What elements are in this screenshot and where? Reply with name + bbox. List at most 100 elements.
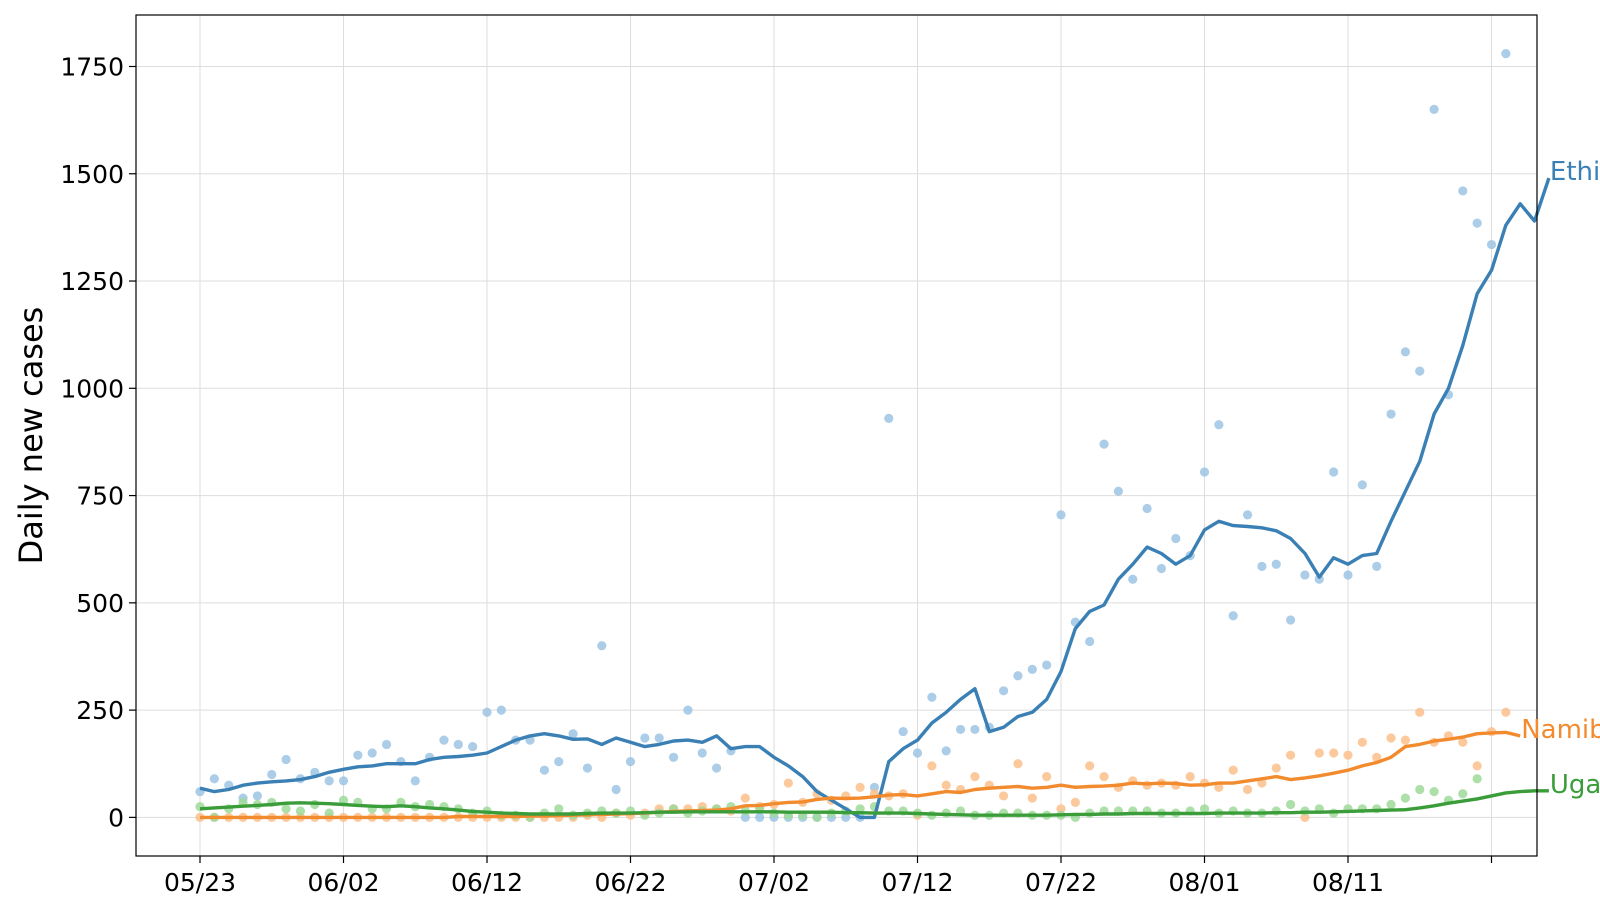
- ethiopia-daily-point: [410, 776, 420, 786]
- ethiopia-daily-point: [1372, 561, 1382, 571]
- ethiopia-daily-point: [869, 782, 880, 792]
- ethiopia-daily-point: [1357, 480, 1367, 490]
- uganda-daily-point: [338, 795, 349, 805]
- ethiopia-daily-point: [898, 726, 908, 737]
- uganda-daily-point: [1458, 789, 1468, 799]
- ethiopia-daily-point: [209, 774, 219, 784]
- namibia-daily-point: [970, 772, 980, 782]
- uganda-daily-point: [1199, 804, 1210, 814]
- x-tick-label: 06/22: [594, 868, 666, 897]
- ethiopia-daily-point: [367, 748, 377, 758]
- uganda-daily-point: [1472, 774, 1482, 784]
- y-tick-label: 1250: [60, 267, 124, 296]
- x-tick-label: 05/23: [164, 868, 236, 897]
- ethiopia-daily-point: [941, 746, 951, 756]
- ethiopia-daily-point: [927, 692, 937, 702]
- namibia-daily-point: [1242, 784, 1253, 795]
- namibia-label: Namibia: [1521, 715, 1600, 745]
- ethiopia-daily-point: [1156, 563, 1167, 574]
- ethiopia-daily-point: [1027, 664, 1037, 674]
- namibia-daily-point: [1070, 797, 1080, 807]
- uganda-daily-point: [295, 806, 306, 816]
- y-tick-label: 1000: [60, 374, 124, 403]
- x-axis: 05/23 06/02 06/12 06/22 07/02 07/12 07/22 08/01…: [164, 856, 1493, 897]
- ethiopia-daily-point: [1400, 347, 1410, 357]
- ethiopia-daily-point: [1472, 218, 1482, 228]
- ethiopia-daily-point: [267, 769, 277, 780]
- ethiopia-daily-point: [1242, 510, 1253, 520]
- ethiopia-daily-point: [1343, 570, 1353, 580]
- ethiopia-daily-point: [1286, 615, 1296, 625]
- uganda-daily-point: [281, 804, 291, 814]
- ethiopia-daily-point: [482, 707, 492, 717]
- average-lines: [199, 177, 1551, 820]
- uganda-daily-point: [1400, 793, 1410, 803]
- namibia-average-line: [200, 730, 1521, 820]
- ethiopia-daily-point: [453, 739, 463, 750]
- namibia-daily-point: [1372, 752, 1382, 762]
- namibia-daily-point: [999, 791, 1009, 801]
- ethiopia-daily-point: [582, 763, 593, 773]
- namibia-daily-point: [1185, 772, 1195, 782]
- ethiopia-daily-point: [712, 763, 722, 773]
- namibia-daily-point: [1085, 761, 1095, 771]
- ethiopia-daily-point: [841, 812, 851, 822]
- ethiopia-daily-point: [1113, 486, 1123, 496]
- ethiopia-average-line: [199, 177, 1551, 820]
- namibia-daily-point: [1099, 772, 1109, 782]
- ethiopia-daily-point: [755, 812, 765, 822]
- uganda-daily-point: [1286, 799, 1296, 810]
- ethiopia-daily-point: [640, 733, 650, 743]
- ethiopia-daily-point: [1042, 660, 1052, 670]
- ethiopia-daily-point: [568, 729, 578, 739]
- ethiopia-daily-point: [1171, 533, 1181, 544]
- namibia-daily-point: [1228, 765, 1238, 775]
- ethiopia-daily-point: [1085, 636, 1095, 647]
- y-tick-label: 0: [108, 803, 124, 832]
- uganda-daily-point: [324, 808, 334, 818]
- ethiopia-daily-point: [324, 776, 334, 786]
- uganda-daily-point: [1429, 787, 1439, 797]
- ethiopia-daily-point: [697, 748, 707, 758]
- y-tick-label: 250: [76, 696, 124, 725]
- namibia-daily-point: [1314, 748, 1324, 758]
- x-tick-label: 08/01: [1168, 868, 1240, 897]
- y-axis: 0 250 500 750 1000 1250 1500 1750: [60, 52, 136, 832]
- namibia-daily-point: [1501, 707, 1511, 717]
- ethiopia-daily-point: [1501, 49, 1511, 59]
- y-tick-label: 500: [76, 589, 124, 618]
- ethiopia-daily-point: [1314, 574, 1324, 584]
- y-tick-label: 1500: [60, 160, 124, 189]
- ethiopia-daily-point: [1415, 366, 1425, 376]
- ethiopia-daily-point: [1228, 611, 1238, 621]
- y-axis-title: Daily new cases: [12, 307, 50, 565]
- uganda-label: Uganda: [1550, 770, 1600, 800]
- namibia-daily-point: [1472, 761, 1482, 771]
- ethiopia-daily-point: [955, 724, 966, 735]
- ethiopia-daily-point: [1458, 186, 1468, 196]
- scatter-points: [195, 49, 1511, 822]
- ethiopia-daily-point: [912, 748, 923, 758]
- ethiopia-daily-point: [353, 750, 363, 760]
- ethiopia-daily-point: [496, 705, 506, 715]
- uganda-daily-point: [1415, 784, 1425, 795]
- namibia-daily-point: [1343, 750, 1353, 760]
- namibia-daily-point: [1300, 812, 1310, 822]
- namibia-daily-point: [941, 780, 951, 790]
- namibia-daily-point: [1027, 793, 1037, 803]
- namibia-daily-point: [783, 778, 793, 788]
- ethiopia-daily-point: [1386, 409, 1396, 419]
- ethiopia-daily-point: [1142, 503, 1152, 514]
- ethiopia-daily-point: [338, 776, 349, 786]
- ethiopia-label: Ethiopia: [1550, 157, 1600, 187]
- ethiopia-daily-point: [1099, 439, 1109, 449]
- namibia-daily-point: [1286, 750, 1296, 760]
- namibia-daily-point: [740, 793, 750, 803]
- namibia-daily-point: [1271, 763, 1281, 773]
- x-tick-label: 07/02: [738, 868, 810, 897]
- namibia-daily-point: [1415, 707, 1425, 717]
- ethiopia-daily-point: [1486, 239, 1497, 250]
- ethiopia-daily-point: [554, 757, 564, 767]
- plot-frame: [135, 14, 1538, 857]
- namibia-daily-point: [1357, 737, 1367, 747]
